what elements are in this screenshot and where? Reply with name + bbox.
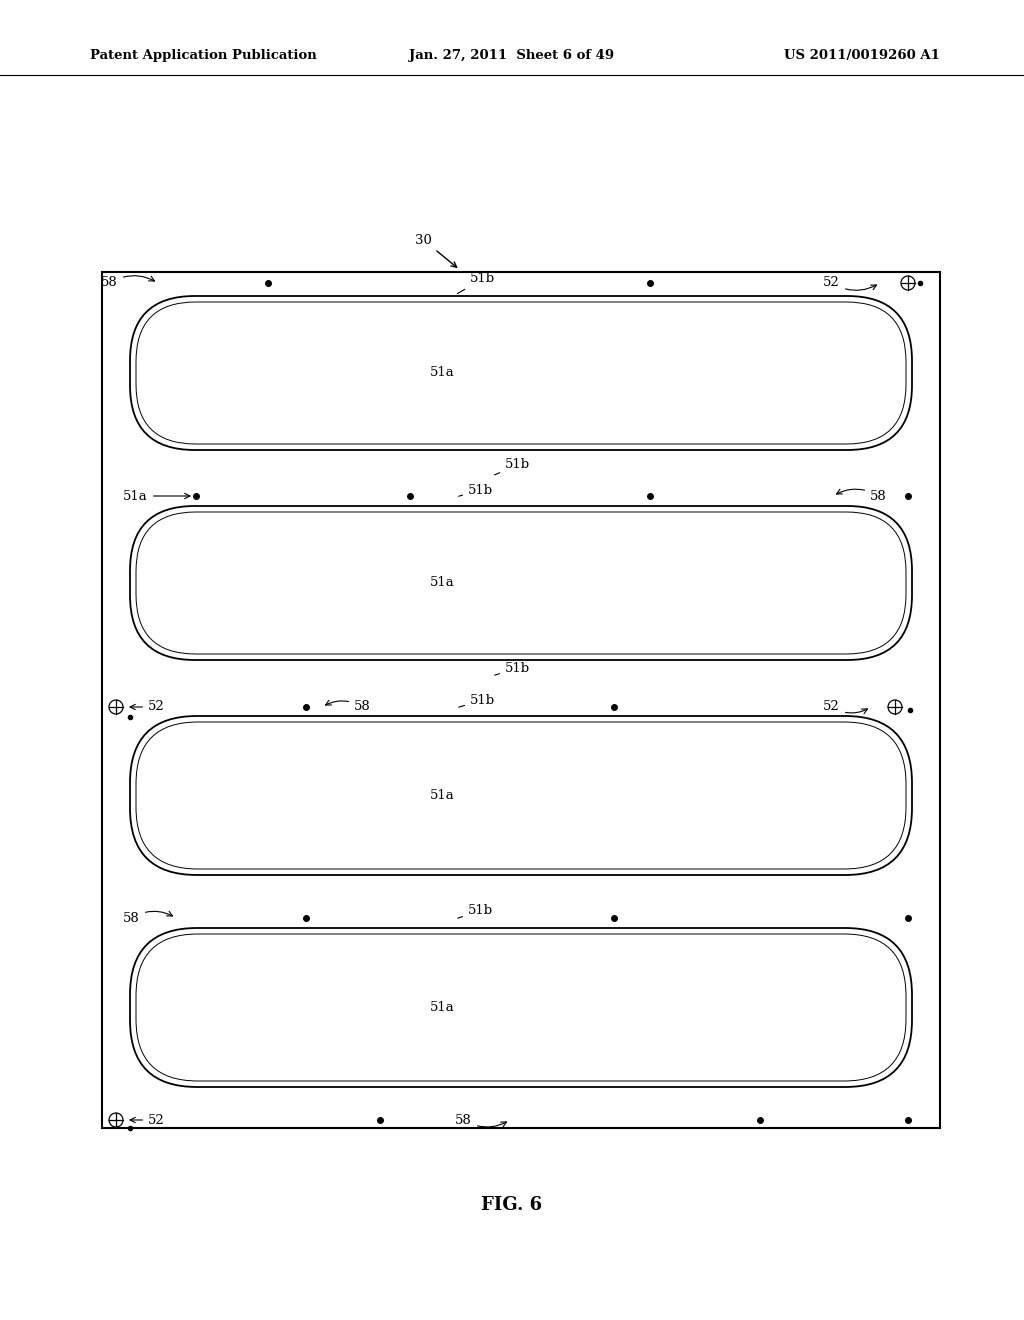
Text: 51b: 51b [459, 483, 494, 496]
Text: 58: 58 [101, 276, 155, 289]
Text: Patent Application Publication: Patent Application Publication [90, 49, 316, 62]
Text: US 2011/0019260 A1: US 2011/0019260 A1 [784, 49, 940, 62]
FancyBboxPatch shape [130, 506, 912, 660]
FancyBboxPatch shape [130, 928, 912, 1086]
Text: 51a: 51a [430, 789, 455, 803]
Text: 52: 52 [130, 701, 165, 714]
Text: 58: 58 [837, 490, 887, 503]
Text: 58: 58 [326, 700, 371, 714]
FancyBboxPatch shape [136, 302, 906, 444]
Text: 30: 30 [415, 234, 457, 267]
Text: 51b: 51b [458, 904, 494, 919]
Text: 51b: 51b [458, 272, 496, 293]
FancyBboxPatch shape [136, 512, 906, 653]
Text: 52: 52 [130, 1114, 165, 1126]
Text: 51a: 51a [430, 1001, 455, 1014]
Text: FIG. 6: FIG. 6 [481, 1196, 543, 1214]
Text: 58: 58 [123, 911, 172, 924]
Text: 51a: 51a [430, 577, 455, 590]
Text: 51a: 51a [123, 490, 190, 503]
FancyBboxPatch shape [130, 715, 912, 875]
Text: 51b: 51b [495, 661, 530, 675]
Text: 51b: 51b [495, 458, 530, 475]
Text: 58: 58 [456, 1114, 507, 1127]
Text: 52: 52 [823, 701, 867, 714]
Bar [102, 272, 940, 1129]
Text: 51a: 51a [430, 367, 455, 380]
Text: 52: 52 [823, 276, 877, 290]
FancyBboxPatch shape [130, 296, 912, 450]
Text: Jan. 27, 2011  Sheet 6 of 49: Jan. 27, 2011 Sheet 6 of 49 [410, 49, 614, 62]
FancyBboxPatch shape [136, 935, 906, 1081]
Text: 51b: 51b [459, 693, 496, 708]
FancyBboxPatch shape [136, 722, 906, 869]
